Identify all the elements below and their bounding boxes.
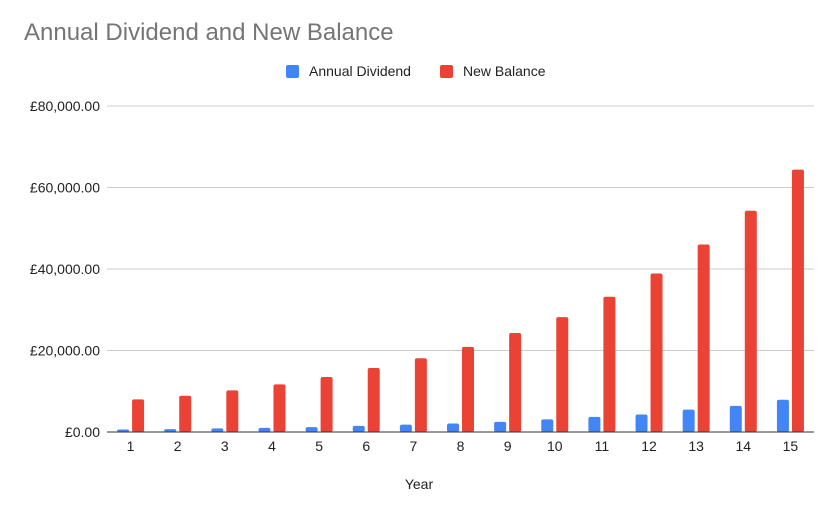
x-tick-label: 5 bbox=[315, 438, 323, 454]
bar-annual-dividend-year-3[interactable] bbox=[211, 428, 224, 432]
bar-annual-dividend-year-11[interactable] bbox=[588, 416, 601, 432]
x-tick-label: 7 bbox=[409, 438, 417, 454]
x-tick-label: 8 bbox=[457, 438, 465, 454]
bar-annual-dividend-year-12[interactable] bbox=[635, 414, 648, 432]
x-tick-label: 3 bbox=[221, 438, 229, 454]
legend-swatch-new-balance bbox=[440, 64, 453, 78]
bar-new-balance-year-3[interactable] bbox=[226, 390, 239, 432]
x-tick-label: 14 bbox=[736, 438, 752, 454]
bar-new-balance-year-4[interactable] bbox=[273, 384, 286, 432]
legend-label-new-balance: New Balance bbox=[463, 63, 546, 79]
x-tick-label: 12 bbox=[641, 438, 657, 454]
x-tick-label: 13 bbox=[688, 438, 704, 454]
legend-item-annual-dividend[interactable]: Annual Dividend bbox=[286, 63, 411, 79]
x-tick-label: 15 bbox=[783, 438, 799, 454]
x-tick-label: 2 bbox=[174, 438, 182, 454]
bar-new-balance-year-9[interactable] bbox=[509, 332, 522, 432]
x-tick-label: 11 bbox=[595, 438, 610, 454]
bar-annual-dividend-year-9[interactable] bbox=[494, 421, 507, 432]
x-tick-label: 4 bbox=[268, 438, 276, 454]
x-tick-label: 1 bbox=[127, 438, 135, 454]
bar-new-balance-year-15[interactable] bbox=[791, 169, 804, 432]
x-tick-label: 6 bbox=[362, 438, 370, 454]
bar-annual-dividend-year-5[interactable] bbox=[305, 427, 318, 432]
bar-new-balance-year-1[interactable] bbox=[132, 399, 145, 432]
bar-new-balance-year-5[interactable] bbox=[320, 376, 333, 432]
x-axis-title: Year bbox=[404, 476, 434, 492]
bar-new-balance-year-14[interactable] bbox=[744, 210, 757, 432]
bar-annual-dividend-year-15[interactable] bbox=[776, 399, 789, 432]
bar-annual-dividend-year-2[interactable] bbox=[164, 429, 177, 432]
y-tick-label: £20,000.00 bbox=[30, 343, 100, 359]
bar-annual-dividend-year-13[interactable] bbox=[682, 409, 695, 432]
y-tick-label: £60,000.00 bbox=[30, 180, 100, 196]
bar-annual-dividend-year-8[interactable] bbox=[447, 423, 459, 432]
bar-annual-dividend-year-7[interactable] bbox=[399, 424, 412, 432]
bar-new-balance-year-12[interactable] bbox=[650, 273, 663, 432]
bar-new-balance-year-8[interactable] bbox=[462, 346, 474, 432]
legend-item-new-balance[interactable]: New Balance bbox=[440, 63, 546, 79]
chart-title: Annual Dividend and New Balance bbox=[24, 19, 394, 46]
legend: Annual Dividend New Balance bbox=[0, 63, 838, 83]
y-tick-label: £40,000.00 bbox=[30, 261, 100, 277]
bar-new-balance-year-6[interactable] bbox=[367, 368, 380, 432]
legend-label-annual-dividend: Annual Dividend bbox=[309, 63, 411, 79]
x-tick-label: 9 bbox=[504, 438, 512, 454]
bar-annual-dividend-year-1[interactable] bbox=[117, 429, 130, 432]
bar-new-balance-year-2[interactable] bbox=[179, 395, 192, 432]
bar-annual-dividend-year-4[interactable] bbox=[258, 427, 271, 432]
bar-new-balance-year-7[interactable] bbox=[414, 358, 427, 432]
x-tick-label: 10 bbox=[547, 438, 563, 454]
y-tick-label: £0.00 bbox=[65, 424, 100, 440]
bar-annual-dividend-year-10[interactable] bbox=[541, 419, 554, 432]
bar-new-balance-year-13[interactable] bbox=[697, 244, 710, 432]
y-tick-label: £80,000.00 bbox=[30, 98, 100, 114]
bar-new-balance-year-11[interactable] bbox=[603, 296, 616, 432]
bar-annual-dividend-year-6[interactable] bbox=[352, 425, 365, 432]
bar-annual-dividend-year-14[interactable] bbox=[729, 405, 742, 432]
bar-new-balance-year-10[interactable] bbox=[556, 317, 569, 432]
legend-swatch-annual-dividend bbox=[286, 64, 299, 78]
